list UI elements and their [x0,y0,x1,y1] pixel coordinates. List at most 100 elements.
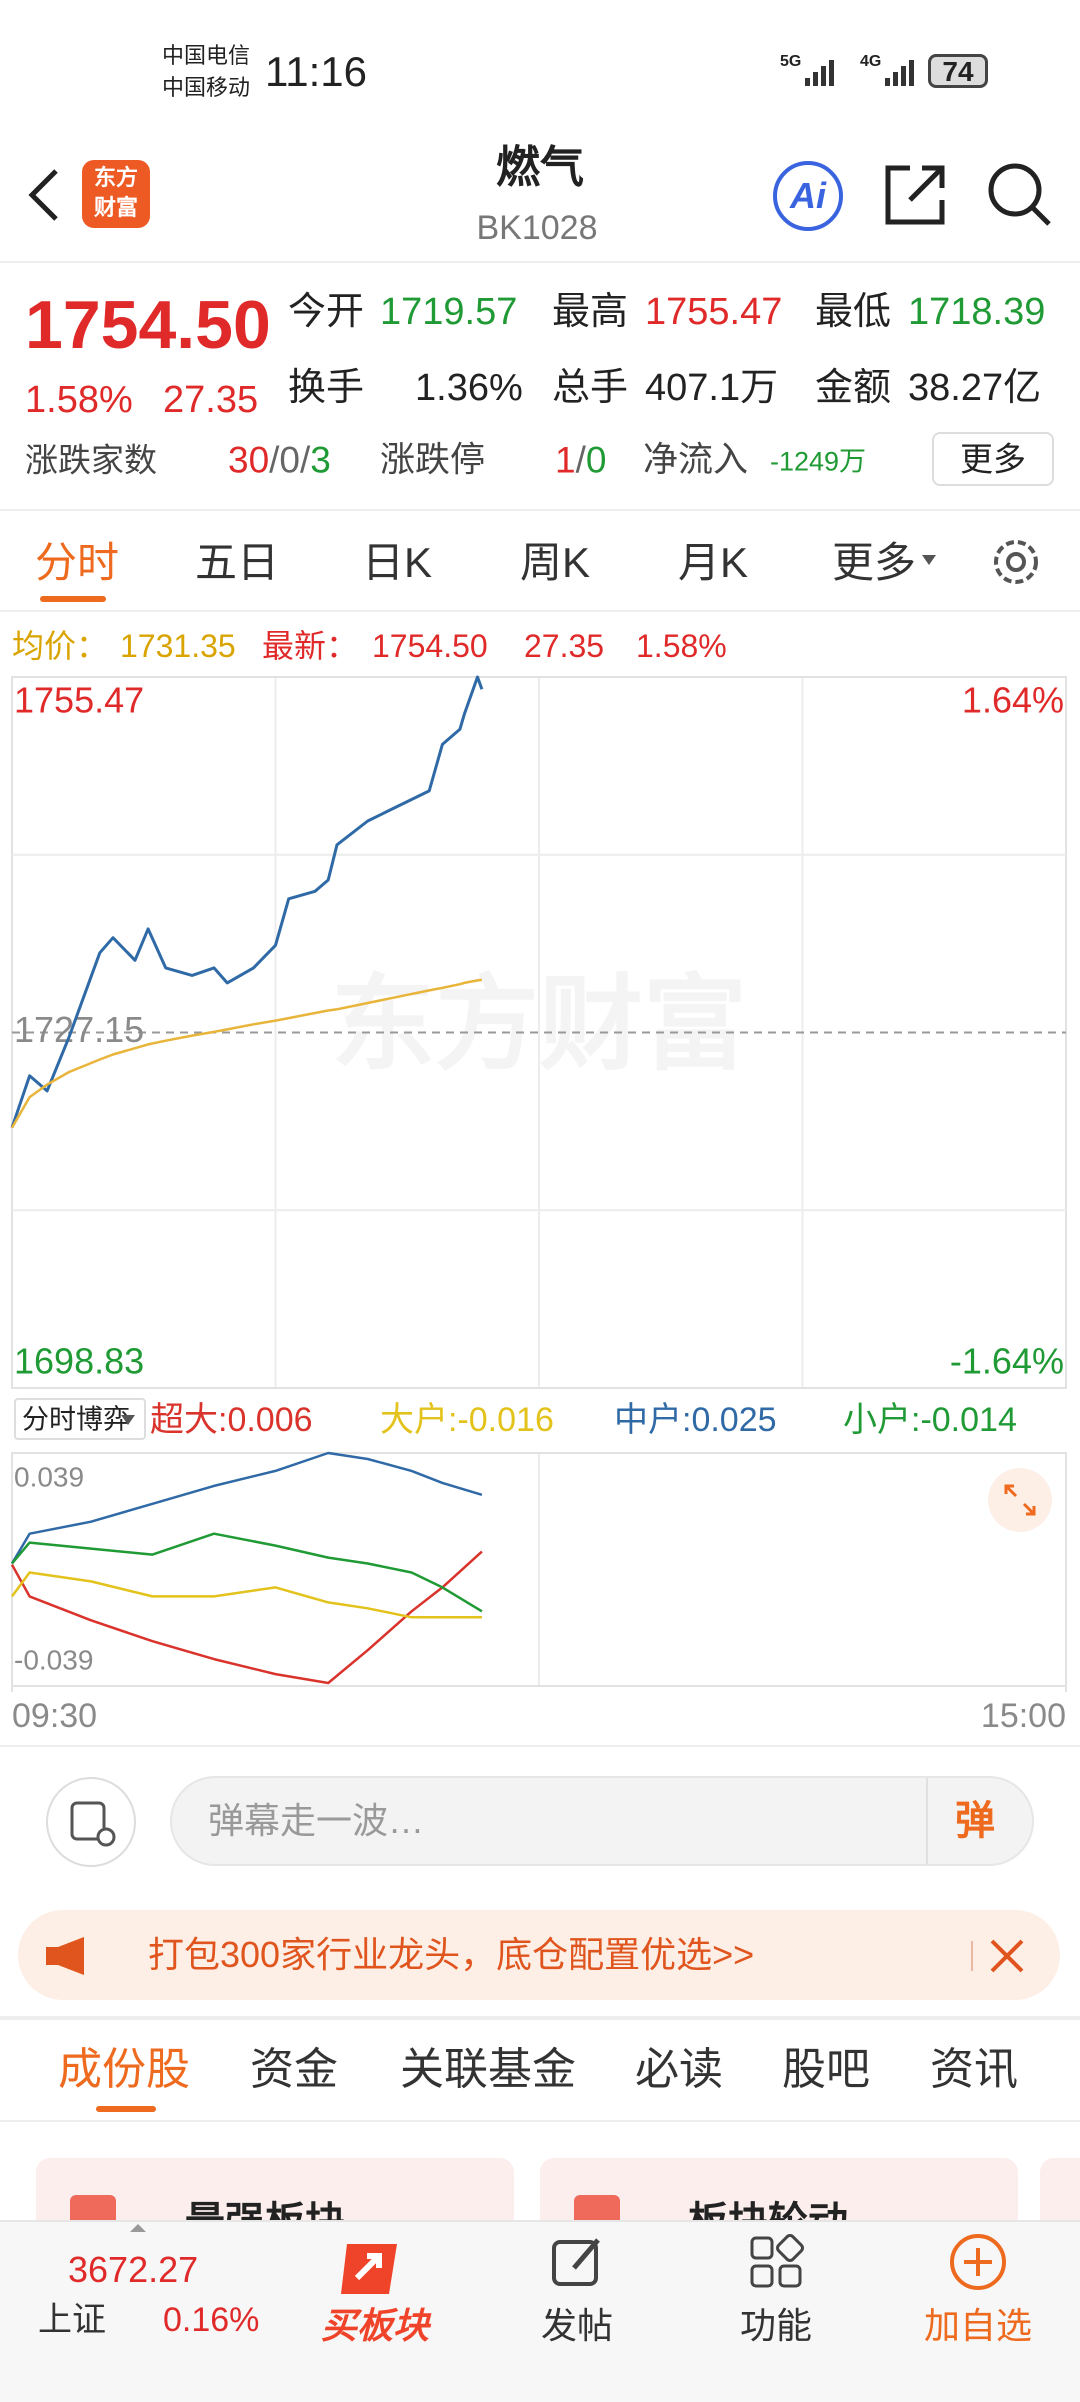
logo-text: 东方 [93,165,139,190]
nav-item[interactable]: 加自选 [923,2305,1033,2346]
send-button[interactable]: 弹 [955,1799,995,1843]
last-change-pct: 1.58% [636,628,727,664]
danmaku-settings[interactable] [44,1775,138,1869]
expand-button[interactable] [986,1466,1054,1534]
field-label: 金额 [815,367,892,409]
code: BK1028 [476,209,598,247]
series-line [10,1571,482,1619]
y-tick-label: 1755.47 [14,680,144,721]
index-value: 3672.27 [68,2249,199,2290]
index-change: 0.16% [163,2301,260,2339]
ai-label: Ai [790,175,826,216]
price: 1754.50 [25,287,271,363]
search-button[interactable] [985,160,1055,230]
field-label: 换手 [288,367,365,409]
y-tick-label: 1698.83 [14,1341,144,1382]
add-icon [950,2234,1006,2290]
comment-input[interactable] [170,1776,1034,1866]
nav-item[interactable]: 买板块 [320,2305,430,2346]
breadth-up: 30 [228,439,270,481]
period-tab[interactable]: 月K [678,539,749,586]
period-tab[interactable]: 日K [362,539,433,586]
last-label: 最新： [262,628,359,664]
breadth-down: 3 [310,439,331,481]
separator [926,1778,928,1864]
network: 4G [860,53,882,70]
limit-label: 涨跌停 [380,440,486,480]
limit-up: 1 [555,439,576,481]
tab-indicator [96,2106,156,2112]
series-line [10,1451,483,1565]
period-tab[interactable]: 周K [520,539,591,586]
logo[interactable] [82,160,150,228]
divider [0,2120,1080,2122]
limit-down: 0 [585,439,607,481]
y-tick-label: 1727.15 [14,1009,144,1050]
y2-tick-label: 1.64% [962,680,1064,721]
placeholder: 弹幕走一波… [208,1800,425,1841]
field-value: 1719.57 [380,291,518,333]
legend-entry: 小户:-0.014 [843,1401,1017,1439]
watermark: 东方财富 [331,967,747,1083]
change-pct: 1.58% [25,379,133,421]
period-tab[interactable]: 更多 [832,539,917,586]
selector[interactable] [14,1398,146,1440]
divider [0,261,1080,263]
ai-button[interactable] [770,158,846,234]
avg-value: 1731.35 [120,628,236,664]
breadth-flat: /0/ [269,439,311,481]
field-value: 1718.39 [908,291,1046,333]
breadth: 30/0/3 [228,442,331,479]
legend-entry: 大户:-0.016 [380,1401,554,1439]
bottom-nav [0,2220,1080,2402]
field-value: 38.27亿 [908,367,1042,409]
battery-level: 74 [942,56,974,87]
y-tick-label: 0.039 [14,1461,84,1492]
content-tab[interactable]: 资金 [250,2045,338,2094]
more-button[interactable] [932,432,1054,486]
close-button[interactable] [970,1935,1040,1977]
y-tick-label: -0.039 [14,1644,93,1675]
back-button[interactable] [20,165,70,225]
title: 燃气 [496,143,584,192]
x-tick-label: 09:30 [12,1697,97,1735]
net-inflow-label: 净流入 [643,440,749,480]
period-tab[interactable]: 分时 [35,539,120,586]
dropdown-arrow [121,1415,135,1425]
content-tab[interactable]: 成份股 [58,2045,190,2094]
limit-sep: / [575,439,586,481]
content-tab[interactable]: 必读 [635,2045,723,2094]
legend-entry: 超大:0.006 [150,1401,313,1439]
field-value: 407.1万 [645,367,779,409]
field-label: 今开 [288,291,365,333]
share-button[interactable] [880,160,950,230]
settings-button[interactable] [988,534,1044,590]
legend-entry: 中户:0.025 [614,1401,777,1439]
post-icon [552,2238,600,2286]
buy-sector-icon [341,2244,397,2294]
content-tab[interactable]: 股吧 [782,2045,870,2094]
nav-item[interactable]: 功能 [739,2305,813,2346]
content-tab[interactable]: 关联基金 [400,2045,576,2094]
index-name: 上证 [38,2301,106,2339]
banner[interactable] [18,1910,1060,2000]
speaker-icon [46,1937,84,1975]
field-value: 1755.47 [645,291,783,333]
avg-label: 均价： [12,628,109,664]
last-change: 27.35 [524,628,605,664]
banner-text: 打包300家行业龙头，底仓配置优选>> [148,1934,755,1975]
content-tab[interactable]: 资讯 [930,2045,1018,2094]
breadth-label: 涨跌家数 [25,441,157,479]
period-tab[interactable]: 五日 [195,539,280,586]
network: 5G [780,53,802,70]
nav-item[interactable]: 发帖 [540,2305,614,2346]
limit: 1/0 [555,442,606,479]
function-icon [750,2234,804,2288]
net-inflow: -1249万 [770,446,867,477]
divider [0,2016,1080,2020]
last-value: 1754.50 [372,628,488,664]
carrier: 中国移动 [162,75,251,100]
series-line [11,1532,483,1613]
field-label: 总手 [552,367,629,409]
carrier: 中国电信 [162,43,251,68]
